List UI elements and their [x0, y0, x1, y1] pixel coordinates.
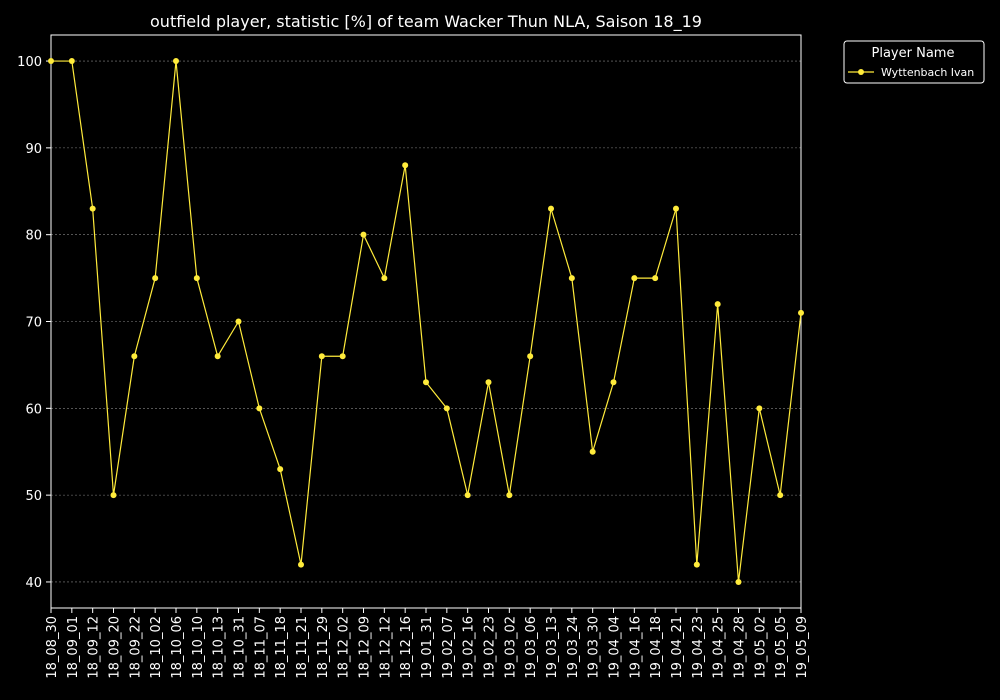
data-point — [277, 466, 284, 473]
data-point — [89, 205, 96, 212]
y-tick-label: 70 — [25, 316, 42, 331]
x-tick-label: 19_04_28 — [733, 616, 748, 679]
x-tick-label: 18_12_12 — [378, 616, 393, 679]
data-point — [68, 58, 75, 65]
x-axis: 18_08_30 18_09_01 18_09_12 18_09_20 18_09_22… — [45, 608, 810, 679]
x-tick-label: 19_04_16 — [628, 616, 643, 679]
data-point — [589, 448, 596, 455]
data-point — [360, 231, 367, 238]
x-tick-label: 18_08_30 — [45, 616, 60, 679]
data-point — [693, 561, 700, 568]
data-point — [443, 405, 450, 412]
data-point — [652, 275, 659, 282]
data-point — [110, 492, 117, 499]
data-point — [423, 379, 429, 386]
data-point — [152, 275, 159, 282]
x-tick-label: 19_05_02 — [753, 616, 768, 679]
x-tick-label: 18_12_09 — [358, 616, 373, 679]
legend-marker-swatch — [858, 69, 864, 75]
x-tick-label: 19_02_07 — [441, 616, 456, 679]
y-tick-label: 100 — [17, 55, 42, 70]
data-point — [777, 492, 784, 499]
data-point — [256, 405, 263, 412]
x-tick-label: 19_03_02 — [503, 616, 518, 679]
data-point — [506, 492, 513, 499]
data-point — [381, 275, 388, 282]
data-point — [48, 58, 54, 65]
data-point — [631, 275, 638, 282]
y-tick-label: 80 — [25, 229, 42, 244]
x-tick-label: 18_09_20 — [108, 616, 123, 679]
data-point — [402, 162, 409, 169]
data-point — [568, 275, 575, 282]
data-point — [193, 275, 200, 282]
data-point — [235, 318, 242, 325]
data-point — [610, 379, 617, 386]
x-tick-label: 19_03_30 — [587, 616, 602, 679]
data-point — [339, 353, 346, 360]
data-point — [485, 379, 492, 386]
x-tick-label: 18_10_02 — [149, 616, 164, 679]
x-tick-label: 18_10_31 — [233, 616, 248, 679]
x-tick-label: 18_10_13 — [212, 616, 227, 679]
y-axis: 40 50 60 70 80 90 100 — [17, 55, 51, 591]
grid-layer — [51, 60, 801, 583]
data-point — [548, 205, 554, 212]
x-tick-label: 19_04_04 — [608, 616, 623, 679]
x-tick-label: 19_04_25 — [712, 616, 727, 679]
legend: Player Name Wyttenbach Ivan — [843, 40, 985, 84]
data-point — [735, 578, 742, 585]
data-point — [798, 309, 804, 316]
x-tick-label: 19_02_16 — [462, 616, 477, 679]
x-tick-label: 19_05_05 — [774, 616, 789, 679]
data-point — [318, 353, 325, 360]
x-tick-label: 18_09_12 — [87, 616, 102, 679]
x-tick-label: 19_05_09 — [795, 616, 810, 679]
data-point — [756, 405, 763, 412]
x-tick-label: 18_12_16 — [399, 616, 414, 679]
x-tick-label: 19_04_21 — [670, 616, 685, 679]
x-tick-label: 19_02_23 — [483, 616, 498, 679]
y-tick-label: 40 — [25, 576, 42, 591]
x-tick-label: 18_10_10 — [191, 616, 206, 679]
x-tick-label: 18_11_07 — [253, 616, 268, 679]
x-tick-label: 19_03_24 — [566, 616, 581, 679]
x-tick-label: 18_10_06 — [170, 616, 185, 679]
y-tick-label: 60 — [25, 402, 42, 417]
x-tick-label: 18_09_22 — [128, 616, 143, 679]
data-point — [214, 353, 221, 360]
data-point — [131, 353, 138, 360]
legend-frame — [843, 40, 985, 84]
x-tick-label: 18_09_01 — [66, 616, 81, 679]
data-point — [714, 301, 721, 308]
x-tick-label: 18_11_29 — [316, 616, 331, 679]
x-tick-label: 18_12_02 — [337, 616, 352, 679]
data-point — [673, 205, 679, 212]
data-point — [298, 561, 304, 568]
x-tick-label: 18_11_21 — [295, 616, 310, 679]
data-point — [527, 353, 534, 360]
legend-entry-label: Wyttenbach Ivan — [881, 66, 974, 79]
x-tick-label: 19_04_18 — [649, 616, 664, 679]
x-tick-label: 19_03_06 — [524, 616, 539, 679]
legend-title: Player Name — [872, 46, 955, 61]
x-tick-label: 18_11_18 — [274, 616, 289, 679]
y-tick-label: 50 — [25, 489, 42, 504]
x-tick-label: 19_01_31 — [420, 616, 435, 679]
x-tick-label: 19_03_13 — [545, 616, 560, 679]
x-tick-label: 19_04_23 — [691, 616, 706, 679]
y-tick-label: 90 — [25, 142, 42, 157]
series-layer — [48, 58, 804, 585]
chart-title: outfield player, statistic [%] of team W… — [150, 12, 702, 32]
data-point — [173, 58, 179, 65]
data-point — [464, 492, 471, 499]
